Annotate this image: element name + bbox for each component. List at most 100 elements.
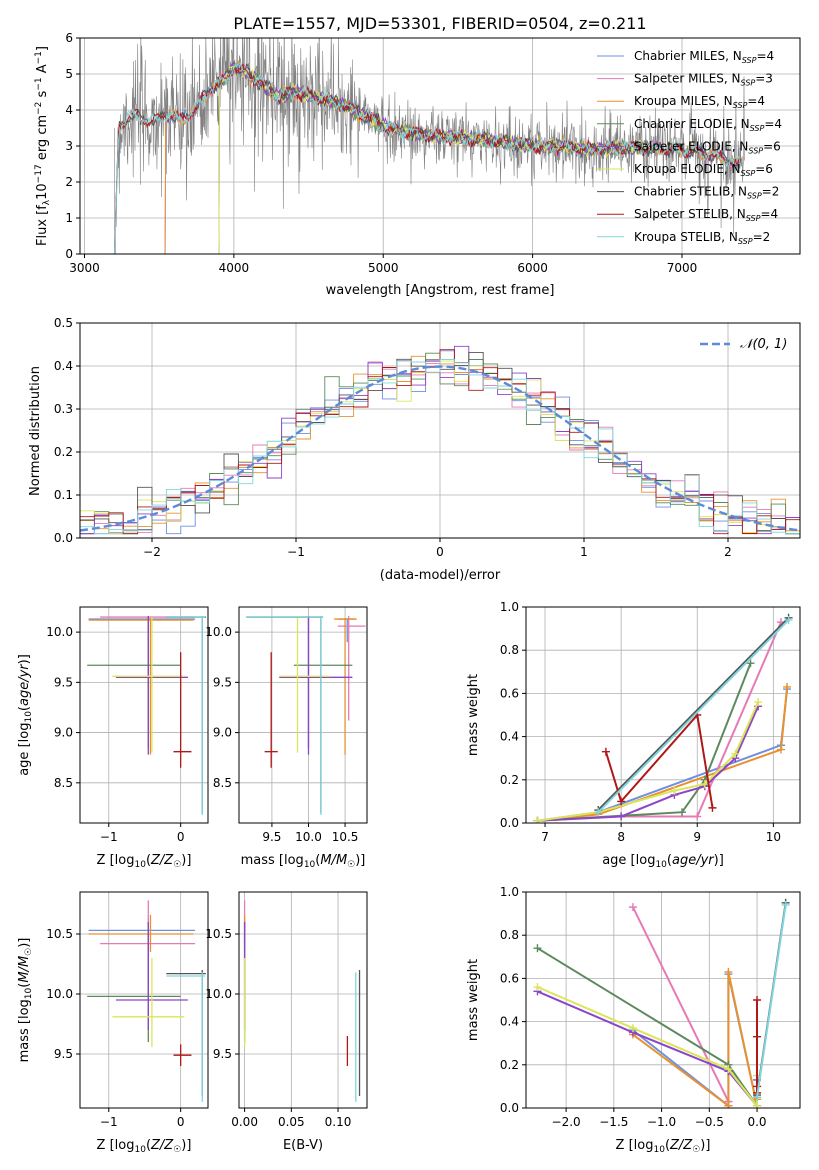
plot-area-mw_vs_Z [533, 898, 790, 1108]
legend-label-part: Chabrier ELODIE, N [634, 117, 750, 131]
tick-label-y: 0.8 [500, 643, 519, 657]
errorbar-salpeter-stelib [173, 1044, 192, 1066]
weight-marker-salpeter-miles [693, 812, 702, 821]
tick-label-x: 0 [177, 1115, 185, 1129]
plot-area-mw_vs_age [533, 613, 793, 823]
y-axis-label: mass [log10(M/M☉)] [17, 938, 34, 1063]
weight-marker-kroupa-elodie [754, 698, 763, 707]
x-axis-label-part: )] [181, 853, 191, 868]
tick-label-y: 1 [65, 211, 73, 225]
weight-marker-salpeter-miles [628, 903, 637, 912]
plot-area-age_vs_mass [246, 616, 366, 815]
weight-line-kroupa-elodie [537, 701, 760, 822]
errorbar-kroupa-elodie [112, 958, 185, 1047]
y-axis-label-part: −1 [34, 77, 44, 90]
tick-label-y: 8.5 [213, 776, 232, 790]
x-axis-label-part: ☉ [347, 860, 355, 870]
tick-label-x: 9 [693, 830, 701, 844]
weight-line-salpeter-stelib [604, 712, 714, 809]
tick-label-x: 1 [580, 545, 588, 559]
panel-spectrum: 3000 4000 5000 6000 7000 0 1 2 3 4 5 6 wavelength [A… [34, 31, 801, 298]
weight-marker-kroupa-stelib [594, 808, 603, 817]
legend-label-part: =6 [755, 162, 773, 176]
tick-label-x: 6000 [517, 261, 548, 275]
tick-label-y: 9.5 [213, 675, 232, 689]
weight-marker-kroupa-miles [783, 682, 792, 691]
spectrum-data-line [114, 38, 745, 254]
weight-marker-salpeter-elodie [617, 812, 626, 821]
tick-label-y: 0.2 [500, 1058, 519, 1072]
tick-label-y: 0.0 [500, 1101, 519, 1115]
legend-label: Salpeter MILES, NSSP=3 [634, 72, 773, 88]
legend-label: Chabrier STELIB, NSSP=2 [634, 185, 779, 201]
legend-label-part: SSP [750, 124, 765, 133]
axes-frame [79, 606, 209, 824]
errorbar-kroupa-stelib [166, 616, 206, 815]
tick-label-x: 0.0 [747, 1115, 766, 1129]
x-axis-label-part: ☉ [173, 860, 181, 870]
weight-marker-salpeter-stelib [753, 1032, 762, 1041]
legend-label: Kroupa ELODIE, NSSP=6 [634, 162, 773, 178]
legend-label-part: Kroupa MILES, N [634, 94, 733, 108]
plot-area-spectrum [113, 38, 745, 254]
x-axis-label-part: )] [700, 1138, 710, 1153]
weight-marker-kroupa-miles [724, 967, 733, 976]
plot-area-mass_vs_Z [87, 900, 206, 1102]
x-axis-label-part: 10 [653, 1145, 665, 1155]
x-axis-label-part: )] [181, 1138, 191, 1153]
tick-label-x: 0 [177, 830, 185, 844]
x-axis-label-part: Z/Z [150, 1138, 174, 1153]
y-axis-label-part: erg cm [35, 115, 50, 164]
tick-label-y: 10.0 [205, 987, 232, 1001]
tick-label-x: 10 [766, 830, 781, 844]
x-axis-label-part: Z [log [97, 853, 135, 868]
tick-label-y: 0.2 [500, 773, 519, 787]
errorbar-salpeter-stelib [173, 652, 192, 768]
weight-line-kroupa-miles [537, 686, 789, 822]
tick-label-x: 10.0 [295, 830, 322, 844]
legend-label: Kroupa MILES, NSSP=4 [634, 94, 765, 110]
y-axis-label-part: )] [17, 938, 32, 948]
weight-marker-chabrier-elodie [533, 944, 542, 953]
y-axis-label: Normed distribution [28, 366, 43, 496]
axes-frame [79, 37, 801, 255]
x-axis-label-part: 10 [304, 860, 316, 870]
plot-area-age_vs_Z [87, 616, 206, 815]
x-axis-label-part: 10 [134, 1145, 146, 1155]
y-axis-label: age [log10(age/yr)] [17, 654, 34, 776]
legend-label: Chabrier MILES, NSSP=4 [634, 49, 774, 65]
y-axis-label-part: −1 [34, 51, 44, 64]
tick-label-y: 10.5 [46, 927, 73, 941]
legend-label: Chabrier ELODIE, NSSP=4 [634, 117, 782, 133]
weight-marker-chabrier-elodie [746, 659, 755, 668]
tick-label-y: 9.5 [213, 1047, 232, 1061]
tick-label-x: −0.5 [695, 1115, 724, 1129]
errorbar-kroupa-miles [88, 914, 194, 952]
x-axis-label-part: ( [667, 853, 672, 868]
tick-label-x: −1 [100, 830, 118, 844]
weight-marker-kroupa-elodie [628, 1024, 637, 1033]
x-axis-label-part: ( [665, 1138, 670, 1153]
normal-curve [80, 365, 800, 532]
legend-label-part: Kroupa STELIB, N [634, 230, 738, 244]
legend-label-part: Kroupa ELODIE, N [634, 162, 741, 176]
x-axis-label-part: Z [log [97, 1138, 135, 1153]
tick-label-y: 1.0 [500, 600, 519, 614]
y-axis-label-part: −17 [34, 164, 44, 183]
weight-marker-salpeter-stelib [617, 797, 626, 806]
legend-label-part: =6 [763, 139, 781, 153]
legend-label: Salpeter ELODIE, NSSP=6 [634, 139, 781, 155]
x-axis-label-part: )] [355, 853, 365, 868]
errorbar-salpeter-stelib [264, 652, 278, 768]
weight-marker-salpeter-stelib [601, 747, 610, 756]
axes-frame [238, 606, 368, 824]
weight-marker-kroupa-elodie [724, 1065, 733, 1074]
axes-frame [79, 322, 801, 539]
tick-label-x: 7000 [667, 261, 698, 275]
legend-label-part: Salpeter STELIB, N [634, 207, 746, 221]
tick-label-y: 9.5 [54, 1047, 73, 1061]
tick-label-x: 4000 [219, 261, 250, 275]
weight-marker-kroupa-elodie [670, 786, 679, 795]
weight-line-salpeter-elodie [537, 705, 760, 822]
